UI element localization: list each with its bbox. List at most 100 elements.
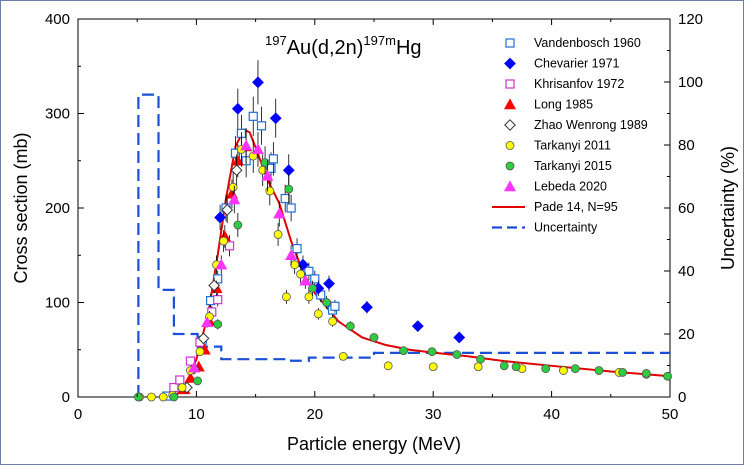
legend-label: Tarkanyi 2015 <box>534 159 612 173</box>
series-5 <box>135 132 651 402</box>
data-point <box>185 356 196 366</box>
data-point <box>195 347 205 357</box>
x-axis-label: Particle energy (MeV) <box>287 434 461 454</box>
data-point <box>473 362 483 372</box>
series-7 <box>188 128 312 373</box>
data-point <box>230 164 243 177</box>
data-point <box>215 258 228 270</box>
legend-marker <box>505 38 515 48</box>
data-point <box>541 364 551 374</box>
y2-tick-label: 60 <box>678 200 695 217</box>
y2-tick-label: 120 <box>678 11 703 28</box>
series-1 <box>214 60 466 344</box>
legend-marker <box>503 180 517 192</box>
legend-marker <box>505 79 515 89</box>
data-point <box>273 207 286 219</box>
data-point <box>213 319 223 329</box>
data-point <box>133 392 143 402</box>
data-point <box>280 193 290 204</box>
data-point <box>330 301 340 311</box>
data-point <box>452 350 462 359</box>
legend-marker <box>505 141 515 150</box>
data-point <box>360 301 373 314</box>
legend-marker <box>504 57 516 70</box>
x-tick-label: 30 <box>425 406 442 423</box>
data-point <box>248 111 258 121</box>
data-point <box>411 320 424 333</box>
y2-tick-label: 40 <box>678 263 695 280</box>
data-point <box>383 361 393 371</box>
data-point <box>169 392 179 402</box>
data-point <box>224 241 235 251</box>
x-tick-label: 10 <box>188 406 205 423</box>
data-series <box>133 60 673 402</box>
legend-marker <box>505 161 515 171</box>
data-point <box>284 184 294 194</box>
data-point <box>338 351 348 361</box>
data-point <box>261 169 274 181</box>
data-point <box>369 333 379 342</box>
data-point <box>594 366 604 375</box>
data-point <box>476 354 485 364</box>
data-point <box>428 362 438 372</box>
y2-tick-label: 20 <box>678 326 695 343</box>
y-tick-label: 100 <box>45 295 70 312</box>
y2-tick-label: 0 <box>678 389 686 406</box>
data-point <box>233 220 243 230</box>
data-point <box>213 274 223 284</box>
legend-marker <box>503 98 517 110</box>
y2-axis-label: Uncertainty (%) <box>718 146 738 270</box>
x-tick-label: 0 <box>74 406 82 423</box>
data-point <box>251 143 264 155</box>
data-point <box>663 371 673 381</box>
y-tick-label: 300 <box>45 106 70 123</box>
data-point <box>308 283 317 293</box>
data-point <box>268 154 278 164</box>
data-point <box>228 193 241 205</box>
data-point <box>559 366 568 375</box>
series-0 <box>162 96 340 401</box>
data-point <box>304 292 314 302</box>
data-point <box>285 249 298 260</box>
data-point <box>499 361 509 371</box>
data-point <box>323 277 335 290</box>
y2-tick-label: 80 <box>678 137 695 154</box>
data-point <box>252 76 264 89</box>
data-point <box>193 376 202 386</box>
uncertainty-line <box>137 93 670 397</box>
data-point <box>260 158 270 168</box>
data-point <box>292 244 302 254</box>
x-tick-label: 50 <box>662 406 679 423</box>
y2-tick-label: 100 <box>678 74 703 91</box>
legend-label: Long 1985 <box>534 98 593 112</box>
data-point <box>273 230 283 239</box>
data-point <box>240 139 253 151</box>
data-point <box>427 347 437 357</box>
data-point <box>282 164 295 177</box>
y-axis-label: Cross section (mb) <box>11 132 31 283</box>
legend-label: Tarkanyi 2011 <box>534 139 611 153</box>
data-point <box>184 371 197 383</box>
legend-label: Lebeda 2020 <box>534 180 607 194</box>
legend-label: Pade 14, N=95 <box>534 200 618 214</box>
data-point <box>214 211 226 224</box>
data-point <box>304 266 314 276</box>
data-point <box>641 368 651 378</box>
series-6 <box>133 146 673 402</box>
data-point <box>269 112 282 125</box>
legend-label: Vandenbosch 1960 <box>534 36 641 50</box>
data-point <box>158 392 168 402</box>
data-point <box>228 182 238 192</box>
x-tick-label: 20 <box>306 406 323 423</box>
data-point <box>188 361 201 373</box>
data-point <box>299 274 312 286</box>
data-point <box>286 203 296 213</box>
data-point <box>219 236 229 246</box>
data-point <box>177 383 187 392</box>
data-point <box>322 298 332 307</box>
y-tick-label: 200 <box>45 200 70 217</box>
data-point <box>197 332 210 345</box>
data-point <box>265 186 275 196</box>
data-point <box>201 316 214 328</box>
